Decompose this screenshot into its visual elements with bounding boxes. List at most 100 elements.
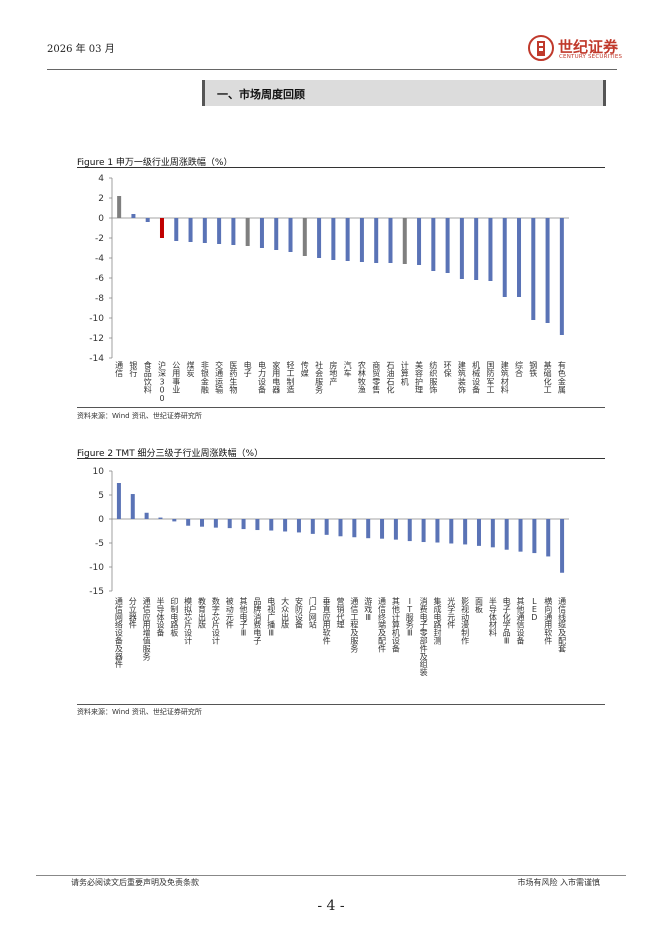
bar-9	[231, 218, 236, 245]
x-tick-label: 面板	[475, 597, 483, 614]
x-tick-label: 建筑装饰	[458, 360, 466, 395]
y-tick-label: -6	[95, 274, 104, 284]
x-tick-label: 垂直应用软件	[323, 596, 331, 646]
x-tick-label: 环保	[444, 361, 452, 378]
figure-1-title: Figure 1 申万一级行业周涨跌幅（%）	[77, 158, 233, 168]
bar-21	[393, 519, 398, 540]
bar-9	[227, 519, 232, 529]
bar-6	[186, 519, 191, 526]
figure-1-bottom-rule	[77, 407, 605, 408]
bar-20	[388, 218, 393, 263]
bar-11	[255, 519, 260, 531]
x-tick-label: 通信应用增值服务	[143, 596, 151, 661]
y-tick-label: -10	[89, 563, 104, 573]
x-tick-label: 游戏 Ⅲ	[364, 596, 372, 622]
y-tick-label: 0	[98, 214, 104, 224]
x-tick-label: 银行	[129, 360, 137, 378]
figure-1-top-rule	[77, 167, 605, 168]
y-tick-label: -12	[89, 334, 104, 344]
x-tick-label: 模拟芯片设计	[184, 596, 192, 646]
x-tick-label: 综合	[515, 360, 523, 378]
x-tick-label: 半导体材料	[489, 596, 497, 638]
bar-14	[296, 519, 301, 533]
x-tick-label: 机械设备	[472, 360, 480, 395]
x-tick-label: 有色金属	[558, 360, 566, 395]
bar-7	[200, 519, 205, 527]
bar-30	[518, 519, 523, 552]
bar-26	[474, 218, 479, 280]
x-tick-label: 纺织服饰	[429, 360, 437, 395]
x-tick-label: 商贸零售	[372, 360, 380, 395]
x-tick-label: 电子化学品 Ⅲ	[503, 596, 511, 646]
x-tick-label: 石油石化	[386, 361, 394, 395]
figure-2-bottom-rule	[77, 704, 605, 705]
bar-32	[546, 519, 551, 557]
bar-25	[449, 519, 454, 544]
bar-21	[402, 218, 407, 264]
y-tick-label: -15	[89, 587, 104, 597]
x-tick-label: 国防军工	[486, 361, 494, 395]
bar-11	[259, 218, 264, 248]
x-tick-label: 被动元件	[226, 596, 234, 630]
y-tick-label: 5	[98, 491, 104, 501]
bar-6	[188, 218, 193, 242]
bar-3	[144, 512, 149, 519]
bar-16	[324, 519, 329, 535]
x-tick-label: 家用电器	[272, 360, 280, 395]
bar-18	[352, 519, 357, 538]
bar-32	[559, 218, 564, 335]
x-tick-label: 通信	[115, 360, 123, 378]
report-date: 2026 年 03 月	[47, 44, 115, 55]
y-tick-label: 10	[93, 467, 105, 477]
bar-2	[131, 214, 136, 218]
x-tick-label: 公用事业	[172, 361, 180, 395]
footer-disclaimer: 请务必阅读文后重要声明及免责条款	[71, 878, 199, 887]
x-tick-label: 食品饮料	[144, 360, 152, 395]
x-tick-label: 通信工程及服务	[350, 596, 358, 653]
x-tick-label: 大众出版	[281, 596, 289, 630]
bar-4	[159, 218, 164, 238]
bar-30	[531, 218, 536, 320]
y-tick-label: -4	[95, 254, 104, 264]
figure-2-top-rule	[77, 458, 605, 459]
bar-29	[504, 519, 509, 550]
x-tick-label: 其他通信设备	[517, 597, 525, 646]
bar-10	[241, 519, 246, 530]
x-tick-label: I T 服务 Ⅲ	[406, 597, 414, 638]
bar-28	[490, 519, 495, 548]
bar-18	[359, 218, 364, 262]
y-tick-label: -14	[89, 354, 104, 364]
bar-28	[502, 218, 507, 297]
x-tick-label: 数字芯片设计	[212, 596, 220, 646]
bar-1	[117, 196, 122, 218]
x-tick-label: 传媒	[301, 360, 309, 378]
bar-17	[345, 218, 350, 261]
x-tick-label: 美容护理	[415, 360, 423, 395]
logo-name: 世纪证券	[558, 38, 619, 56]
y-axis: 4 2 0 -2 -4 -6 -8 -10 -12 -14	[89, 174, 113, 364]
bar-13	[283, 519, 288, 532]
x-tick-label: 通信网络设备及器件	[115, 596, 123, 669]
bar-16	[331, 218, 336, 260]
x-tick-label: 轻工制造	[287, 360, 295, 395]
x-tick-label: 农林牧渔	[358, 360, 366, 395]
bar-10	[245, 218, 250, 246]
logo-subtitle: CENTURY SECURITIES	[559, 54, 623, 60]
bar-1	[116, 483, 121, 519]
y-tick-label: -8	[95, 294, 104, 304]
x-tick-label: 安防设备	[295, 596, 303, 630]
page-number: - 4 -	[317, 898, 345, 914]
x-tick-label: 印制电路板	[170, 597, 178, 638]
x-tick-label: 分立器件	[129, 597, 137, 630]
bar-31	[545, 218, 550, 323]
x-tick-label: 钢铁	[529, 360, 537, 378]
figure-2-source: 资料来源：Wind 资讯、世纪证券研究所	[77, 708, 202, 716]
x-tick-label: 横向通用软件	[544, 596, 552, 646]
footer-divider	[36, 875, 626, 876]
bar-17	[338, 519, 343, 537]
x-tick-label: 电子	[244, 360, 252, 378]
header-divider	[47, 69, 617, 70]
bar-19	[366, 519, 371, 539]
x-tick-label: 电力设备	[258, 360, 266, 395]
